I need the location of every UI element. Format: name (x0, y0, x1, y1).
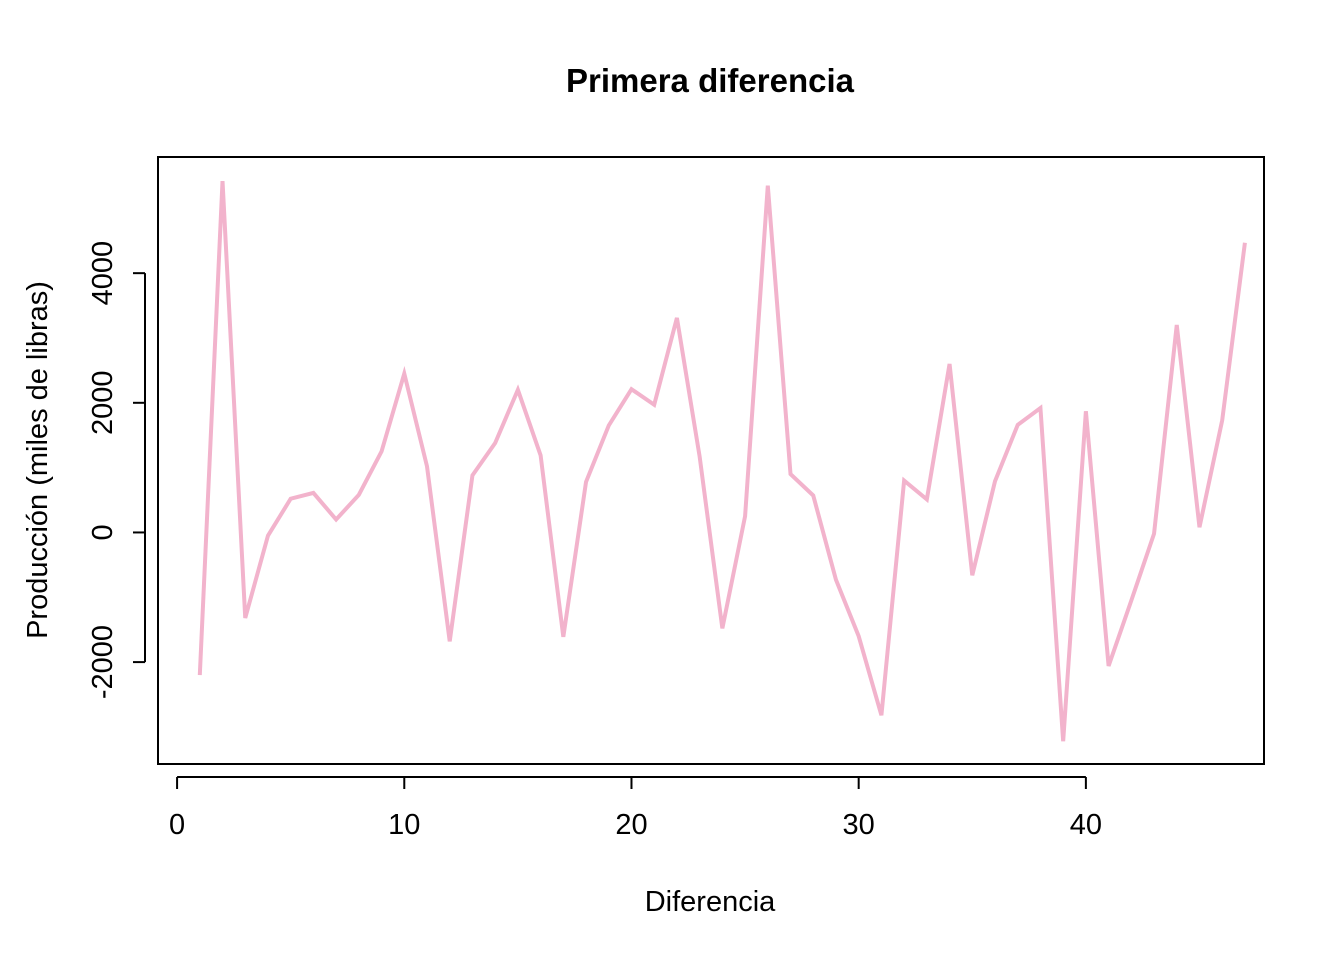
chart-title: Primera diferencia (566, 62, 855, 99)
x-tick-label: 10 (388, 809, 420, 841)
y-axis-label: Producción (miles de libras) (22, 281, 54, 639)
y-axis: -2000 0 2000 4000 (87, 241, 146, 699)
x-tick-label: 20 (615, 809, 647, 841)
y-tick-label: -2000 (87, 625, 119, 699)
x-tick-label: 30 (843, 809, 875, 841)
series-line (197, 181, 1247, 742)
y-tick-label: 0 (87, 524, 119, 540)
x-axis: 0 10 20 30 40 (169, 776, 1102, 841)
x-tick-label: 0 (169, 809, 185, 841)
plot-frame (157, 156, 1265, 765)
y-tick-label: 2000 (87, 371, 119, 436)
x-axis-label: Diferencia (645, 886, 776, 918)
series-layer (197, 181, 1247, 742)
y-tick-label: 4000 (87, 241, 119, 306)
x-tick-label: 40 (1070, 809, 1102, 841)
